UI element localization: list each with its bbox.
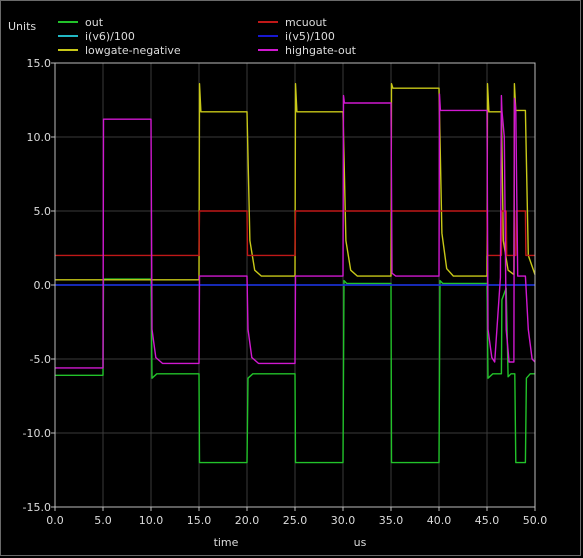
y-tick-label: 0.0 bbox=[34, 279, 52, 292]
y-tick-label: -5.0 bbox=[30, 353, 51, 366]
x-tick-label: 50.0 bbox=[523, 514, 548, 527]
y-tick-label: -15.0 bbox=[23, 501, 51, 514]
y-tick-label: 5.0 bbox=[34, 205, 52, 218]
x-tick-label: 5.0 bbox=[94, 514, 112, 527]
units-label: Units bbox=[8, 20, 36, 33]
x-tick-label: 40.0 bbox=[427, 514, 452, 527]
y-tick-label: 10.0 bbox=[27, 131, 52, 144]
x-axis-units: us bbox=[354, 536, 367, 549]
x-tick-label: 15.0 bbox=[187, 514, 212, 527]
x-tick-label: 30.0 bbox=[331, 514, 356, 527]
axes bbox=[51, 62, 536, 511]
x-tick-label: 45.0 bbox=[475, 514, 500, 527]
series-layer bbox=[55, 83, 536, 464]
tick-labels: 0.0 5.0 10.0 15.0 20.0 25.0 30.0 35.0 40.0 45.0 50… bbox=[23, 57, 548, 527]
series-line-out bbox=[55, 278, 535, 464]
x-axis-label: time bbox=[214, 536, 239, 549]
x-tick-label: 20.0 bbox=[235, 514, 260, 527]
legend-label: highgate-out bbox=[285, 44, 357, 57]
x-tick-label: 35.0 bbox=[379, 514, 404, 527]
x-tick-label: 0.0 bbox=[46, 514, 64, 527]
legend-label: lowgate-negative bbox=[85, 44, 181, 57]
series-line-mcuout bbox=[55, 210, 535, 257]
legend-label: out bbox=[85, 16, 104, 29]
legend-label: i(v5)/100 bbox=[285, 30, 335, 43]
y-tick-label: 15.0 bbox=[27, 57, 52, 70]
y-tick-label: -10.0 bbox=[23, 427, 51, 440]
x-tick-label: 10.0 bbox=[139, 514, 164, 527]
legend-label: mcuout bbox=[285, 16, 327, 29]
legend-label: i(v6)/100 bbox=[85, 30, 135, 43]
x-tick-label: 25.0 bbox=[283, 514, 308, 527]
series-line-highgate-out bbox=[55, 93, 536, 369]
